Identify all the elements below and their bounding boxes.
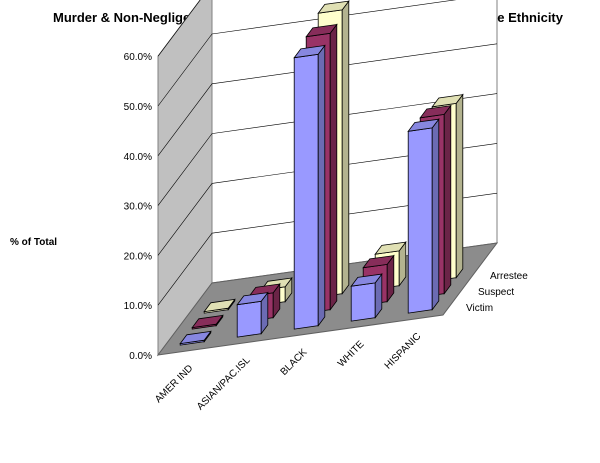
gridlines <box>157 0 498 306</box>
y-tick-label: 20.0% <box>124 251 152 262</box>
series-label-suspect: Suspect <box>478 287 514 298</box>
bar-victim-black <box>293 44 326 330</box>
gridline <box>157 0 457 107</box>
gridline <box>157 0 201 57</box>
series-label-arrestee: Arrestee <box>490 271 528 282</box>
series-labels: Victim Suspect Arrestee <box>466 271 528 314</box>
bar-suspect-amer-ind <box>191 314 224 330</box>
y-tick-label: 30.0% <box>124 202 152 213</box>
y-axis-ticks: 0.0% 10.0% 20.0% 30.0% 40.0% 50.0% 60.0% <box>124 52 152 362</box>
bar-arrestee-amer-ind <box>203 298 236 314</box>
gridline <box>157 93 498 206</box>
gridline <box>157 43 498 156</box>
category-label: WHITE <box>336 339 367 370</box>
bar-victim-white <box>350 272 383 322</box>
category-label: ASIAN/PAC.ISL <box>195 355 253 413</box>
y-tick-label: 10.0% <box>124 301 152 312</box>
gridline <box>157 143 498 256</box>
bar-victim-hispanic <box>407 118 440 314</box>
series-label-victim: Victim <box>466 303 493 314</box>
bar-victim-asian-pac-isl <box>236 291 269 338</box>
bar-victim-amer-ind <box>179 330 212 346</box>
gridline <box>157 192 498 306</box>
category-label: BLACK <box>279 347 310 378</box>
y-tick-label: 0.0% <box>129 351 152 362</box>
y-tick-label: 50.0% <box>124 102 152 113</box>
y-tick-label: 60.0% <box>124 52 152 63</box>
y-tick-label: 40.0% <box>124 152 152 163</box>
category-label: HISPANIC <box>383 331 424 372</box>
y-axis-label: % of Total <box>10 237 57 248</box>
category-label: AMER IND <box>153 363 195 405</box>
bars <box>179 0 464 346</box>
